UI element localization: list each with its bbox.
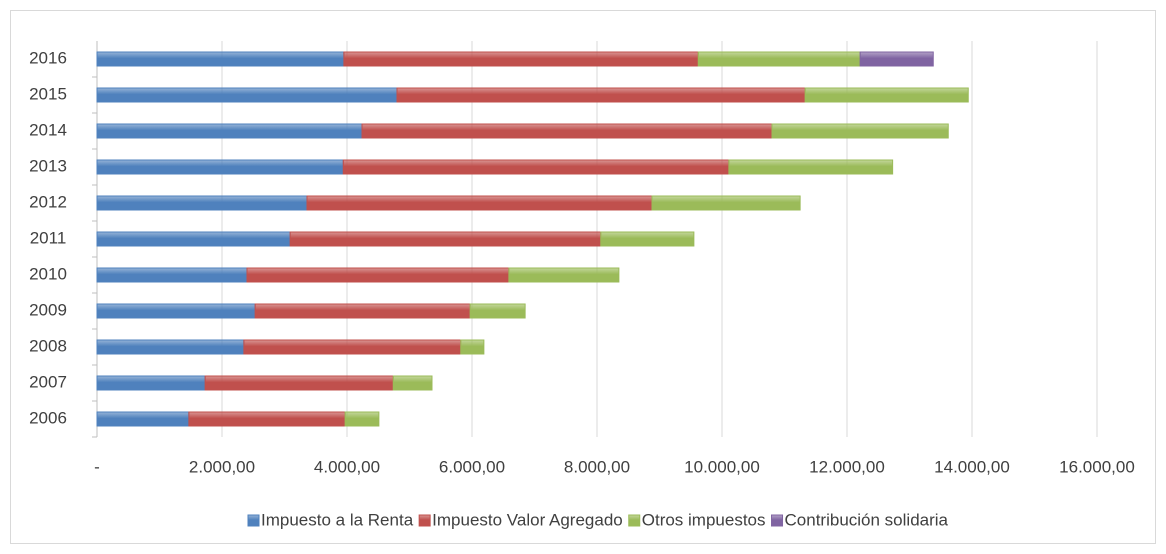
- legend-label: Otros impuestos: [642, 510, 766, 529]
- x-tick-label: 6.000,00: [439, 457, 505, 476]
- bar: [96, 375, 206, 391]
- y-tick-label: 2014: [29, 120, 67, 139]
- bar: [96, 411, 190, 427]
- bar: [96, 231, 291, 247]
- legend-swatch: [418, 514, 431, 527]
- bar: [859, 51, 934, 67]
- legend-label: Impuesto a la Renta: [261, 510, 414, 529]
- legend-label: Impuesto Valor Agregado: [432, 510, 623, 529]
- bar: [342, 159, 730, 175]
- legend-label: Contribución solidaria: [785, 510, 949, 529]
- bar: [651, 195, 801, 211]
- legend-swatch: [247, 514, 260, 527]
- y-tick-label: 2015: [29, 84, 67, 103]
- y-tick-label: 2010: [29, 264, 67, 283]
- bar: [96, 87, 398, 103]
- bar: [96, 339, 245, 355]
- bar: [392, 375, 433, 391]
- bar: [344, 411, 380, 427]
- y-tick-label: 2009: [29, 300, 67, 319]
- x-tick-label: 12.000,00: [809, 457, 885, 476]
- y-tick-label: 2007: [29, 372, 67, 391]
- bar: [306, 195, 653, 211]
- bar: [96, 267, 248, 283]
- y-tick-label: 2013: [29, 156, 67, 175]
- bar: [469, 303, 526, 319]
- bar: [343, 51, 699, 67]
- bar: [508, 267, 620, 283]
- bar: [246, 267, 510, 283]
- x-tick-label: 10.000,00: [684, 457, 760, 476]
- bar: [600, 231, 695, 247]
- bar: [96, 195, 308, 211]
- bar: [771, 123, 949, 139]
- bar: [728, 159, 894, 175]
- y-tick-label: 2011: [30, 228, 67, 247]
- legend-swatch: [628, 514, 641, 527]
- y-tick-label: 2016: [29, 48, 67, 67]
- x-tick-label: 8.000,00: [564, 457, 630, 476]
- bar: [96, 123, 363, 139]
- x-tick-label: -: [94, 457, 100, 476]
- bar: [289, 231, 602, 247]
- y-tick-label: 2006: [29, 408, 67, 427]
- bar: [460, 339, 485, 355]
- bar: [96, 51, 345, 67]
- bar: [243, 339, 462, 355]
- x-tick-label: 4.000,00: [314, 457, 380, 476]
- bar: [254, 303, 471, 319]
- bar: [697, 51, 861, 67]
- x-tick-label: 14.000,00: [934, 457, 1010, 476]
- bar: [96, 159, 344, 175]
- bar: [188, 411, 346, 427]
- bar: [96, 303, 256, 319]
- bar: [396, 87, 806, 103]
- legend-swatch: [771, 514, 784, 527]
- bar: [361, 123, 773, 139]
- x-tick-label: 16.000,00: [1059, 457, 1135, 476]
- y-tick-label: 2008: [29, 336, 67, 355]
- bar: [804, 87, 969, 103]
- x-tick-label: 2.000,00: [189, 457, 255, 476]
- y-tick-label: 2012: [29, 192, 67, 211]
- bar: [204, 375, 394, 391]
